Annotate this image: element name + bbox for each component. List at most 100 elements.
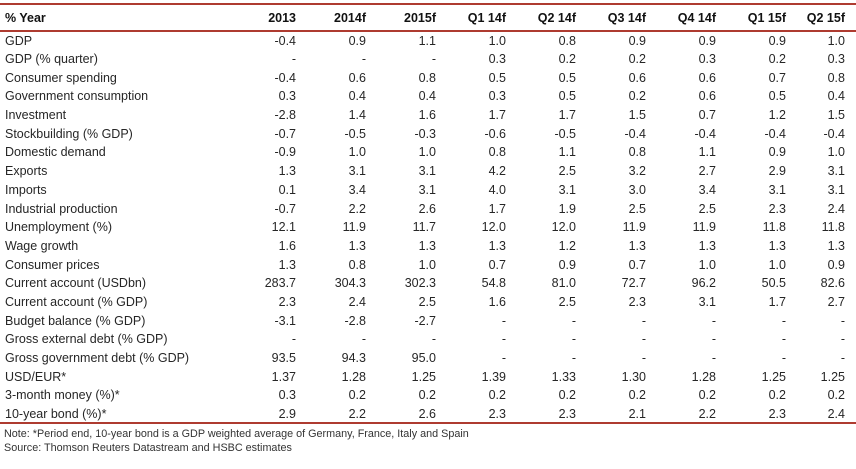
row-label: Current account (% GDP) (5, 294, 148, 309)
cell-value: 1.0 (827, 33, 845, 48)
cell-value: 0.8 (628, 145, 646, 160)
cell-value: - (781, 351, 786, 366)
cell-value: - (291, 332, 296, 347)
cell-value: 4.0 (488, 182, 506, 197)
cell-value: 1.1 (418, 33, 436, 48)
cell-value: 11.9 (692, 220, 716, 235)
column-header: Q3 14f (576, 4, 646, 32)
cell-value: 0.6 (348, 70, 366, 85)
cell-value: 11.9 (342, 220, 366, 235)
table-body: GDP -0.4 0.9 1.1 1.0 0.8 0.9 0.9 0.9 1.0 GDP (% qu… (0, 31, 856, 425)
cell-value: 2.2 (646, 404, 716, 425)
cell-value: 302.3 (404, 276, 436, 291)
cell-value: 0.3 (488, 52, 506, 67)
cell-value: 0.7 (768, 70, 786, 85)
cell-value: 0.9 (348, 33, 366, 48)
cell-value: 1.6 (278, 238, 296, 253)
cell-value: 1.0 (698, 257, 716, 272)
cell-value: 3.1 (768, 182, 786, 197)
row-label: 3-month money (%)* (5, 388, 120, 403)
cell-value: 82.6 (820, 276, 845, 291)
cell-value: 1.37 (271, 369, 296, 384)
cell-value: 72.7 (621, 276, 646, 291)
cell-value: - (641, 332, 646, 347)
cell-value: 2.9 (226, 404, 296, 425)
cell-value: 0.3 (827, 52, 845, 67)
cell-value: 11.8 (762, 220, 786, 235)
cell-value: 0.6 (698, 89, 716, 104)
cell-value: 0.3 (698, 52, 716, 67)
cell-value: - (501, 351, 506, 366)
row-label: GDP (5, 33, 33, 48)
cell-value: - (431, 332, 436, 347)
cell-value: 1.25 (761, 369, 786, 384)
cell-value: - (711, 313, 716, 328)
cell-value: -3.1 (274, 313, 296, 328)
column-header: Q2 14f (506, 4, 576, 32)
cell-value: - (840, 313, 845, 328)
cell-value: 3.4 (348, 182, 366, 197)
cell-value: 0.9 (768, 145, 786, 160)
cell-value: 2.5 (628, 201, 646, 216)
cell-value: 1.25 (411, 369, 436, 384)
cell-value: 0.2 (348, 388, 366, 403)
cell-value: 0.4 (418, 89, 436, 104)
table-row: Consumer prices 1.3 0.8 1.0 0.7 0.9 0.7 1.0 1.0 0… (0, 255, 856, 274)
cell-value: - (361, 52, 366, 67)
cell-value: 0.5 (488, 70, 506, 85)
cell-value: 1.0 (418, 257, 436, 272)
cell-value: -0.4 (823, 126, 845, 141)
cell-value: 1.5 (628, 108, 646, 123)
cell-value: 1.0 (418, 145, 436, 160)
row-label: Consumer prices (5, 257, 100, 272)
row-label: Domestic demand (5, 145, 106, 160)
column-header: Q1 15f (716, 4, 786, 32)
cell-value: 3.2 (628, 164, 646, 179)
table-row: Budget balance (% GDP) -3.1 -2.8 -2.7 - - - - - - (0, 311, 856, 330)
cell-value: 0.2 (628, 388, 646, 403)
cell-value: -2.7 (414, 313, 436, 328)
cell-value: 1.9 (558, 201, 576, 216)
cell-value: 11.9 (622, 220, 646, 235)
cell-value: 0.2 (628, 52, 646, 67)
cell-value: 0.5 (558, 70, 576, 85)
cell-value: 95.0 (411, 351, 436, 366)
cell-value: - (711, 332, 716, 347)
row-label: 10-year bond (%)* (0, 404, 226, 425)
cell-value: 0.5 (558, 89, 576, 104)
column-header: Q2 15f (786, 4, 856, 32)
cell-value: 1.2 (768, 108, 786, 123)
cell-value: -0.4 (274, 70, 296, 85)
cell-value: 0.8 (418, 70, 436, 85)
cell-value: -0.4 (764, 126, 786, 141)
cell-value: 3.1 (558, 182, 576, 197)
cell-value: 1.0 (348, 145, 366, 160)
cell-value: -0.6 (484, 126, 506, 141)
cell-value: 12.1 (271, 220, 296, 235)
cell-value: 0.2 (558, 52, 576, 67)
cell-value: 0.2 (628, 89, 646, 104)
cell-value: 1.7 (488, 108, 506, 123)
cell-value: - (840, 351, 845, 366)
row-label: Wage growth (5, 238, 79, 253)
cell-value: 2.3 (506, 404, 576, 425)
cell-value: 0.2 (698, 388, 716, 403)
column-header: 2014f (296, 4, 366, 32)
cell-value: 1.5 (827, 108, 845, 123)
cell-value: 1.0 (488, 33, 506, 48)
cell-value: -0.7 (274, 201, 296, 216)
table-row: Stockbuilding (% GDP) -0.7 -0.5 -0.3 -0.6 -0.… (0, 124, 856, 143)
cell-value: 1.3 (348, 238, 366, 253)
cell-value: 50.5 (761, 276, 786, 291)
cell-value: 12.0 (481, 220, 506, 235)
cell-value: 3.1 (418, 164, 436, 179)
cell-value: 0.2 (768, 52, 786, 67)
cell-value: 0.5 (768, 89, 786, 104)
cell-value: - (501, 313, 506, 328)
cell-value: -0.5 (344, 126, 366, 141)
cell-value: 1.3 (488, 238, 506, 253)
table-row: USD/EUR* 1.37 1.28 1.25 1.39 1.33 1.30 1.28 1.25… (0, 367, 856, 386)
cell-value: 1.28 (341, 369, 366, 384)
cell-value: 1.33 (551, 369, 576, 384)
row-label: Exports (5, 164, 48, 179)
